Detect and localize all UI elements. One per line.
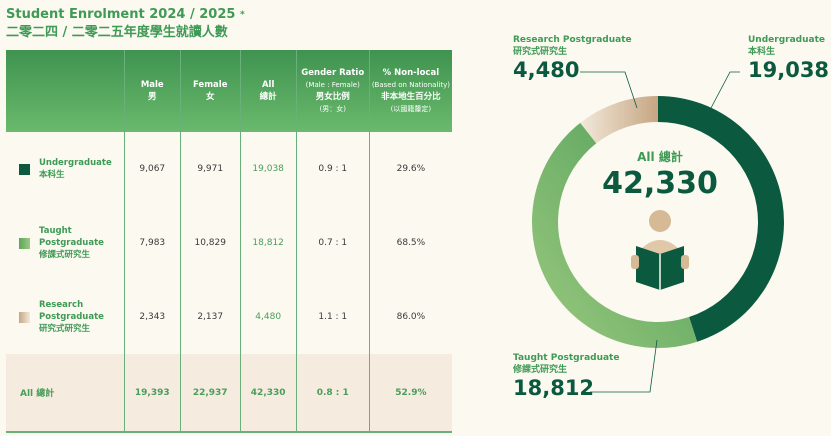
label-taught-value: 18,812 — [513, 376, 595, 400]
cell-nonlocal: 68.5% — [368, 206, 452, 280]
row-label: Undergraduate 本科生 — [6, 132, 124, 206]
cell-female: 10,829 — [179, 206, 241, 280]
donut-slice-research-postgraduate — [580, 96, 658, 144]
row-label-zh: 修課式研究生 — [39, 250, 91, 260]
row-label-en: Undergraduate — [39, 158, 112, 168]
column-header: % Non-local (Based on Nationality) 非本地生百分比… — [368, 50, 452, 132]
header-zh: 男 — [148, 92, 157, 102]
cell-ratio: 0.7 : 1 — [295, 206, 370, 280]
label-undergraduate: Undergraduate 本科生 19,038 — [748, 34, 829, 82]
label-research-en: Research Postgraduate — [513, 35, 632, 45]
cell-nonlocal: 29.6% — [368, 132, 452, 206]
label-undergraduate-zh: 本科生 — [748, 47, 776, 57]
title-zh: 二零二四 / 二零二五年度學生就讀人數 — [6, 25, 228, 40]
total-female: 22,937 — [179, 354, 241, 433]
header-sub: (Based on Nationality) — [371, 81, 450, 89]
header-en: % Non-local — [382, 68, 440, 78]
cell-female: 9,971 — [179, 132, 241, 206]
header-zh: 非本地生百分比 — [381, 92, 441, 102]
legend-swatch — [19, 311, 30, 323]
center-label: All 總計 — [637, 150, 683, 164]
cell-all: 4,480 — [239, 280, 297, 354]
cell-male: 2,343 — [123, 280, 181, 354]
header-en: Gender Ratio — [301, 68, 365, 78]
column-header: Gender Ratio (Male : Female) 男女比例 (男：女) — [295, 50, 370, 132]
header-sub: (Male : Female) — [305, 81, 360, 89]
leader-line-taught — [590, 339, 658, 393]
center-value: 42,330 — [602, 166, 718, 201]
donut-slice-taught-postgraduate — [532, 122, 698, 349]
cell-male: 7,983 — [123, 206, 181, 280]
donut-slice-undergraduate — [658, 95, 785, 342]
table-row: Research Postgraduate 研究式研究生 2,343 2,137 4,4… — [6, 280, 452, 354]
header-zh: 男女比例 — [315, 92, 350, 102]
row-label-zh: 研究式研究生 — [39, 324, 91, 334]
cell-ratio: 1.1 : 1 — [295, 280, 370, 354]
label-research: Research Postgraduate 研究式研究生 4,480 — [513, 34, 632, 82]
legend-swatch — [19, 163, 30, 175]
total-nonlocal: 52.9% — [368, 354, 452, 433]
person-reading-book-icon — [631, 210, 689, 290]
label-undergraduate-en: Undergraduate — [748, 35, 825, 45]
column-header: Female 女 — [179, 50, 241, 132]
label-taught-zh: 修課式研究生 — [513, 365, 568, 375]
row-label-en: Taught Postgraduate — [39, 226, 104, 248]
label-research-value: 4,480 — [513, 58, 580, 82]
row-label: Taught Postgraduate 修課式研究生 — [6, 206, 124, 280]
total-row: All 總計 19,393 22,937 42,330 0.8 : 1 52.9% — [6, 354, 452, 433]
label-undergraduate-value: 19,038 — [748, 58, 830, 82]
cell-ratio: 0.9 : 1 — [295, 132, 370, 206]
total-label: All 總計 — [6, 354, 125, 433]
header-en: All — [261, 80, 275, 90]
column-header — [6, 50, 125, 132]
header-zh_sub: (男：女) — [319, 105, 346, 113]
cell-all: 18,812 — [239, 206, 297, 280]
cell-male: 9,067 — [123, 132, 181, 206]
cell-female: 2,137 — [179, 280, 241, 354]
header-zh_sub: (以國籍釐定) — [390, 105, 432, 113]
header-en: Male — [140, 80, 164, 90]
row-label: Research Postgraduate 研究式研究生 — [6, 280, 124, 354]
cell-all: 19,038 — [239, 132, 297, 206]
column-header: All 總計 — [239, 50, 297, 132]
title-en: Student Enrolment 2024 / 2025 — [6, 7, 236, 22]
label-taught: Taught Postgraduate 修課式研究生 18,812 — [513, 352, 619, 400]
table-row: Taught Postgraduate 修課式研究生 7,983 10,829 18,8… — [6, 206, 452, 280]
total-male: 19,393 — [123, 354, 181, 433]
header-zh: 女 — [205, 92, 215, 102]
label-taught-en: Taught Postgraduate — [513, 353, 620, 363]
total-ratio: 0.8 : 1 — [295, 354, 370, 433]
cell-nonlocal: 86.0% — [368, 280, 452, 354]
header-zh: 總計 — [259, 92, 277, 102]
enrolment-table: Male 男 Female 女 All 總計 Gender Ratio (Male : Fem… — [6, 50, 452, 433]
label-research-zh: 研究式研究生 — [513, 47, 568, 57]
row-label-en: Research Postgraduate — [39, 300, 104, 322]
column-header: Male 男 — [123, 50, 181, 132]
page-title: Student Enrolment 2024 / 2025 * 二零二四 / 二… — [6, 6, 245, 42]
header-en: Female — [192, 80, 228, 90]
row-label-zh: 本科生 — [39, 170, 65, 180]
title-asterisk: * — [239, 10, 245, 20]
legend-swatch — [19, 237, 30, 249]
leader-line-research — [580, 71, 638, 109]
total-all: 42,330 — [239, 354, 297, 433]
leader-line-undergraduate — [710, 71, 740, 109]
